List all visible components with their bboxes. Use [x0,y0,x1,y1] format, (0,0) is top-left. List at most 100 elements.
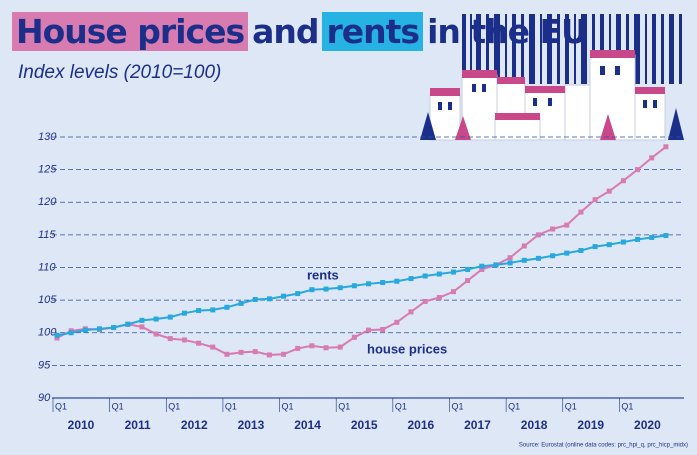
data-point [635,236,641,242]
data-point [422,273,428,279]
data-point [535,255,541,261]
data-point [564,250,570,256]
data-point [578,248,584,254]
data-point [408,276,414,282]
data-point [564,222,570,228]
data-point [125,321,131,327]
data-point [224,351,230,357]
data-point [436,295,442,301]
data-point [337,285,343,291]
data-point [266,296,272,302]
data-point [210,344,216,350]
data-point [337,344,343,350]
title-part: and [252,12,319,51]
year-label: 2016 [407,418,434,432]
data-point [351,334,357,340]
year-label: 2010 [68,418,95,432]
series-line [56,234,667,337]
data-point [54,335,60,341]
data-point [550,253,556,259]
year-label: 2018 [521,418,548,432]
x-tick-label: Q1 [168,401,180,411]
x-tick-label: Q1 [621,401,633,411]
data-point [281,351,287,357]
x-tick-label: Q1 [508,401,520,411]
data-point [422,298,428,304]
year-label: 2011 [125,418,151,432]
x-tick-label: Q1 [225,401,237,411]
data-point [153,331,159,337]
data-point [309,287,315,293]
data-point [210,307,216,313]
y-tick-label: 130 [38,131,57,143]
data-point [578,209,584,215]
x-tick-label: Q1 [55,401,67,411]
data-point [238,349,244,355]
data-point [252,296,258,302]
data-point [181,337,187,343]
subtitle: Index levels (2010=100) [18,62,222,83]
data-point [167,314,173,320]
title-part: rents [322,12,424,51]
data-point [96,326,102,332]
data-point [252,349,258,355]
illustration [420,14,684,141]
data-point [465,278,471,284]
data-point [550,226,556,232]
series-label: rents [307,267,339,282]
data-point [394,278,400,284]
data-point [366,327,372,333]
x-tick-label: Q1 [451,401,463,411]
source: Source: Eurostat (online data codes: prc… [519,443,688,449]
data-point [663,144,669,150]
data-point [436,271,442,277]
chart-title: House prices and rents in the EU [12,12,591,51]
y-tick-label: 90 [38,392,51,404]
data-point [450,269,456,275]
data-point [295,345,301,351]
data-point [408,309,414,315]
data-point [394,319,400,325]
x-tick-label: Q1 [338,401,350,411]
data-point [507,255,513,261]
data-point [266,352,272,358]
data-point [351,283,357,289]
data-point [521,257,527,263]
y-tick-label: 125 [38,164,57,176]
series-label: house prices [367,341,447,356]
data-point [181,310,187,316]
data-point [380,280,386,286]
data-point [606,242,612,248]
data-point [649,155,655,161]
data-point [153,316,159,322]
year-label: 2013 [238,418,265,432]
data-point [592,244,598,250]
y-tick-label: 95 [38,359,51,371]
data-point [224,304,230,310]
data-point [238,300,244,306]
data-point [635,167,641,173]
data-point [139,317,145,323]
year-label: 2014 [294,418,321,432]
data-point [450,289,456,295]
x-tick-label: Q1 [282,401,294,411]
data-point [323,286,329,292]
data-point [620,239,626,245]
y-tick-label: 100 [38,327,57,339]
data-point [82,327,88,333]
data-point [620,178,626,184]
data-point [68,330,74,336]
x-tick-label: Q1 [395,401,407,411]
data-point [167,336,173,342]
data-point [535,232,541,238]
data-point [111,325,117,331]
y-tick-label: 110 [38,261,56,273]
data-point [309,343,315,349]
data-point [323,345,329,351]
data-point [281,293,287,299]
data-point [507,260,513,266]
data-point [606,188,612,194]
title-part: House prices [12,12,249,51]
